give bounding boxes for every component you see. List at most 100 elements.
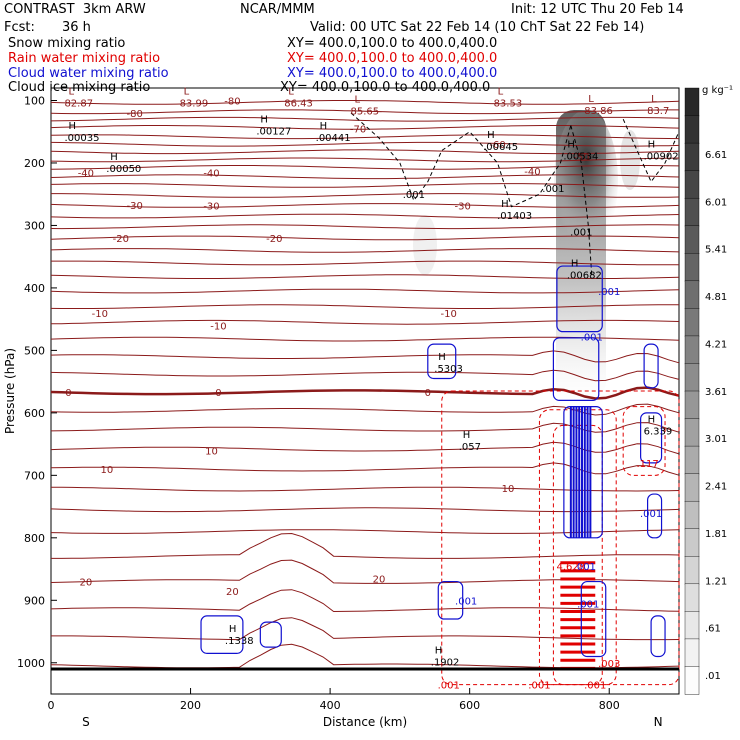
cloud-water-contour <box>200 615 244 654</box>
cloud-water-contour <box>259 621 282 648</box>
y-tick-label: 700 <box>24 469 45 482</box>
colorbar-swatch <box>684 583 700 613</box>
isotherm-label: -40 <box>203 168 219 179</box>
y-axis-label: Pressure (hPa) <box>3 348 17 434</box>
colorbar-swatch <box>684 197 700 227</box>
contour-value-label: 4.628 <box>557 562 586 573</box>
isotherm-label: -40 <box>78 168 94 179</box>
y-tick-label: 100 <box>24 94 45 107</box>
isotherm-line <box>50 100 680 105</box>
ice-contour <box>570 125 593 276</box>
colorbar-swatch <box>684 363 700 392</box>
extremum-value: .00441 <box>316 133 351 144</box>
isotherm-label: -30 <box>127 201 143 212</box>
extremum-value: 6.339 <box>644 426 673 437</box>
isotherm-label: 10 <box>502 484 515 495</box>
cloud-water-contour <box>563 406 603 539</box>
extremum-mark: H <box>435 646 443 657</box>
y-tick-label: 600 <box>24 407 45 420</box>
isotherm-line <box>50 125 680 130</box>
isotherm-line <box>51 532 680 559</box>
x-tick-label: 800 <box>599 699 620 712</box>
isotherm-label: -80 <box>224 96 240 107</box>
isotherm-line <box>50 116 680 122</box>
legend-name-snow: Snow mixing ratio <box>8 36 126 51</box>
isotherm-label: 0 <box>65 388 71 399</box>
legend-xy-rain: XY= 400.0,100.0 to 400.0,400.0 <box>287 51 498 66</box>
colorbar-swatch <box>684 528 700 557</box>
isotherm-label: -30 <box>203 201 219 212</box>
isotherm-line <box>50 141 680 147</box>
legend-name-cloud-water: Cloud water mixing ratio <box>8 66 169 81</box>
colorbar: 6.61 6.01 5.41 4.81 4.21 3.61 3.01 2.41 1.81 1.21… <box>684 85 733 695</box>
contour-value-label: .003 <box>598 659 620 670</box>
colorbar-label: 2.41 <box>705 482 727 493</box>
y-tick-label: 400 <box>24 282 45 295</box>
isotherm-line <box>50 183 680 188</box>
contour-value-label: .001 <box>455 596 477 607</box>
isotherm-label: 20 <box>373 574 386 585</box>
cloud-water-contour <box>556 265 603 333</box>
isotherm-line <box>50 288 680 294</box>
north-endpoint-label: N <box>654 715 663 729</box>
colorbar-swatch <box>684 335 700 365</box>
rain-contours <box>441 390 680 686</box>
snow-faint-patch <box>413 215 437 275</box>
extremum-value: .1338 <box>225 636 254 647</box>
rain-contour <box>622 406 666 476</box>
contour-value-label: .001 <box>438 681 460 692</box>
extremum-value: 83.99 <box>180 98 209 109</box>
colorbar-unit: g kg⁻¹ <box>702 85 733 96</box>
isotherm-label: -30 <box>455 201 471 212</box>
model-label: CONTRAST 3km ARW <box>4 2 146 17</box>
isotherm-line <box>50 386 680 400</box>
contour-value-label: .001 <box>577 599 599 610</box>
x-tick-label: 400 <box>320 699 341 712</box>
isotherm-label: -20 <box>266 234 282 245</box>
colorbar-label: .61 <box>705 624 721 635</box>
snow-side-patch <box>620 130 640 190</box>
colorbar-label: 6.61 <box>705 150 727 161</box>
contour-value-label: .001 <box>570 228 592 239</box>
isotherm-line <box>50 274 680 279</box>
y-tick-label: 500 <box>24 344 45 357</box>
extremum-value: .5303 <box>434 364 463 375</box>
extremum-value: 85.65 <box>351 107 380 118</box>
cloud-water-contour <box>552 337 600 401</box>
colorbar-label: 1.21 <box>705 576 727 587</box>
extremum-mark: L <box>184 86 190 97</box>
y-tick-label: 900 <box>24 594 45 607</box>
isotherm-label: -10 <box>441 309 457 320</box>
cloud-water-contour <box>427 343 457 380</box>
extremum-value: .00645 <box>483 142 518 153</box>
south-endpoint-label: S <box>82 715 90 729</box>
extremum-mark: H <box>229 624 237 635</box>
x-tick-label: 0 <box>48 699 55 712</box>
isotherm-line <box>51 617 680 641</box>
extremum-mark: H <box>438 352 446 363</box>
isotherm-label: -10 <box>92 309 108 320</box>
temperature-contours <box>50 100 680 669</box>
colorbar-swatch <box>684 280 700 310</box>
isotherm-line <box>50 203 680 208</box>
isotherm-line <box>50 165 680 170</box>
colorbar-label: 3.61 <box>705 387 727 398</box>
cloud-water-contour <box>650 615 666 658</box>
colorbar-label: 6.01 <box>705 197 727 208</box>
isotherm-line <box>50 369 680 382</box>
extremum-mark: H <box>110 152 118 163</box>
valid-label: Valid: 00 UTC Sat 22 Feb 14 (10 ChT Sat … <box>310 20 645 35</box>
extremum-value: .00902 <box>644 152 679 163</box>
colorbar-label: .01 <box>705 671 721 682</box>
ice-contour <box>350 112 572 208</box>
isotherm-label: 20 <box>80 578 93 589</box>
extremum-mark: L <box>651 94 657 105</box>
colorbar-swatch <box>684 666 700 695</box>
legend-name-rain: Rain water mixing ratio <box>8 51 161 66</box>
colorbar-swatch <box>684 308 700 337</box>
isotherm-line <box>50 589 680 613</box>
y-tick-label: 300 <box>24 219 45 232</box>
isotherm-label: 0 <box>215 388 221 399</box>
org-label: NCAR/MMM <box>240 2 315 17</box>
isotherm-label: 10 <box>205 446 218 457</box>
